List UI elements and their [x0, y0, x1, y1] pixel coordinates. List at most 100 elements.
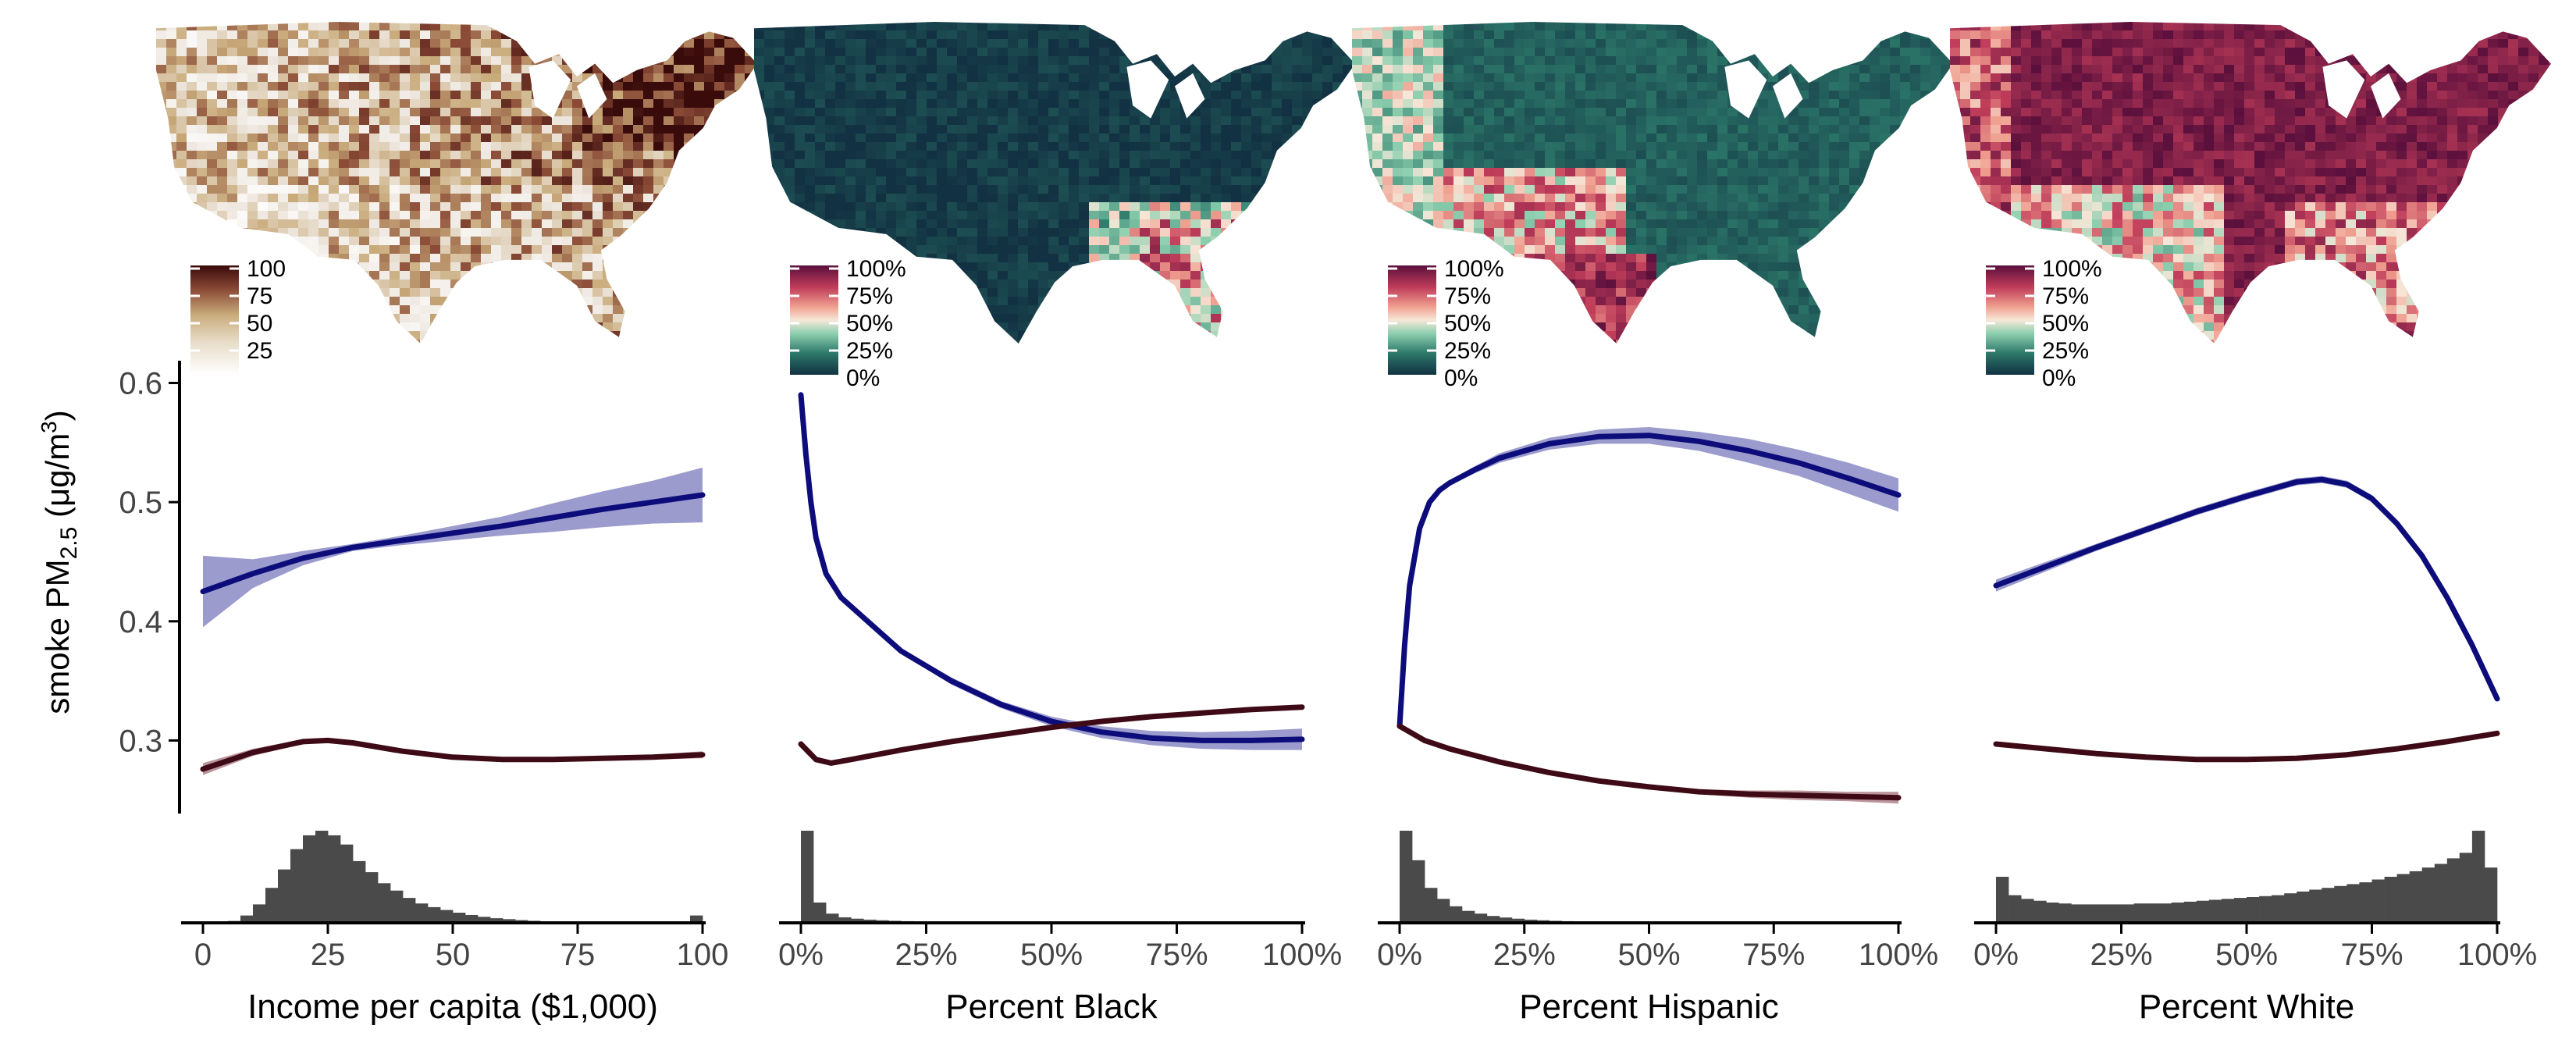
panel-black: 0% 25% 50% 75% 100% Percent Black — [778, 392, 1342, 1026]
histogram-bar — [2459, 853, 2473, 923]
histogram-bar — [838, 917, 852, 923]
legend-colorbar — [1986, 265, 2034, 375]
histogram-bar — [2071, 904, 2084, 923]
confidence-band-navy — [203, 467, 703, 628]
histogram-bar — [2046, 903, 2059, 923]
histogram-bar — [1524, 919, 1538, 923]
x-tick-label: 0% — [1377, 938, 1422, 972]
panel-hispanic: 0% 25% 50% 75% 100% Percent Hispanic — [1377, 427, 1938, 1026]
histogram-bar — [2347, 884, 2360, 923]
histogram-bar — [1511, 918, 1525, 923]
histogram-bar — [353, 860, 366, 923]
x-tick-label: 75% — [1145, 938, 1208, 972]
histogram-income — [203, 831, 703, 923]
histogram-bar — [2208, 899, 2222, 923]
histogram-bar — [2371, 879, 2385, 923]
y-axis-title-unit: (μg/m — [39, 433, 76, 527]
x-tick-label: 0% — [778, 938, 824, 972]
histogram-bar — [1996, 877, 2009, 923]
x-tick-label: 100% — [1859, 938, 1938, 972]
histogram-bar — [2471, 831, 2485, 923]
series-line-navy — [200, 492, 706, 595]
histogram-bar — [813, 903, 827, 923]
histogram-bar — [390, 890, 404, 923]
histogram-bar — [340, 844, 354, 923]
histogram-bar — [2096, 904, 2109, 923]
x-tick-label: 100 — [677, 938, 729, 972]
great-lake-1 — [1773, 73, 1803, 119]
confidence-band-maroon — [1400, 724, 1898, 804]
x-tick-label: 0 — [194, 938, 212, 972]
histogram-bar — [2284, 893, 2297, 923]
histogram-bar — [1486, 916, 1500, 923]
histogram-bar — [428, 906, 441, 923]
histogram-bar — [2384, 877, 2397, 923]
x-axis-title: Income per capita ($1,000) — [247, 988, 658, 1026]
x-tick-label: 75% — [1742, 938, 1805, 972]
legend-label: 50% — [846, 311, 893, 336]
histogram-bar — [328, 835, 341, 923]
great-lake-0 — [528, 60, 571, 119]
histogram-bar — [2008, 895, 2022, 923]
legend-label: 75% — [846, 283, 893, 309]
map-legend-white: 100%75%50%25%0% — [1986, 256, 2102, 391]
legend-label: 75% — [1444, 283, 1491, 309]
histogram-bar — [403, 898, 416, 923]
histogram-bar — [278, 869, 291, 923]
histogram-black — [801, 831, 1303, 923]
series-line-navy — [798, 392, 1305, 743]
legend-label: 25 — [247, 338, 272, 364]
histogram-bar — [826, 913, 839, 923]
y-axis-title-unit-close: ) — [39, 410, 76, 421]
x-tick-label: 50% — [1617, 938, 1680, 972]
map-legend-black: 100%75%50%25%0% — [790, 256, 906, 391]
y-tick-label: 0.5 — [119, 486, 162, 520]
x-tick-label: 25% — [2090, 938, 2152, 972]
histogram-bar — [2058, 903, 2072, 923]
x-tick-label: 75% — [2340, 938, 2403, 972]
histogram-bar — [440, 910, 454, 923]
histogram-bar — [2108, 904, 2122, 923]
series-line-maroon — [798, 704, 1305, 766]
histogram-bar — [1436, 899, 1450, 923]
histogram-bar — [2083, 904, 2097, 923]
histogram-bar — [415, 903, 429, 923]
histogram-bar — [378, 883, 391, 923]
legend-label: 25% — [1444, 338, 1491, 364]
legend-label: 100 — [247, 256, 286, 282]
histogram-bar — [2322, 888, 2335, 923]
legend-label: 50% — [1444, 311, 1491, 336]
histogram-bar — [240, 915, 254, 923]
histogram-bar — [2434, 863, 2448, 923]
histogram-bar — [2183, 901, 2197, 923]
histogram-bar — [303, 835, 316, 923]
histogram-bar — [315, 831, 329, 923]
panels-layer: 0 25 50 75 100 Income per capita ($1,000) 0.3 0… — [119, 361, 2537, 1026]
great-lake-0 — [2322, 60, 2365, 119]
histogram-white — [1996, 831, 2498, 923]
histogram-bar — [2259, 896, 2272, 923]
histogram-bar — [1425, 888, 1438, 923]
legend-label: 25% — [846, 338, 893, 364]
histogram-bar — [690, 915, 703, 923]
histogram-bar — [2196, 900, 2210, 923]
x-axis-title: Percent White — [2139, 988, 2354, 1026]
legend-label: 0% — [846, 365, 880, 391]
histogram-bar — [453, 913, 466, 923]
histogram-bar — [265, 888, 279, 923]
y-tick-label: 0.4 — [119, 605, 162, 639]
histogram-bar — [2272, 895, 2285, 923]
histogram-bar — [1412, 860, 1425, 923]
legend-label: 75 — [247, 283, 272, 309]
legend-label: 100% — [2042, 256, 2102, 282]
histogram-bar — [2309, 889, 2322, 923]
great-lake-1 — [1175, 73, 1205, 119]
y-axis-title-unit-superscript: 3 — [37, 421, 61, 433]
histogram-bar — [1474, 913, 1488, 923]
legend-label: 25% — [2042, 338, 2089, 364]
great-lake-0 — [1126, 60, 1169, 119]
histogram-bar — [2484, 867, 2498, 923]
y-axis-title-main: smoke PM — [39, 559, 76, 714]
great-lake-0 — [1724, 60, 1767, 119]
